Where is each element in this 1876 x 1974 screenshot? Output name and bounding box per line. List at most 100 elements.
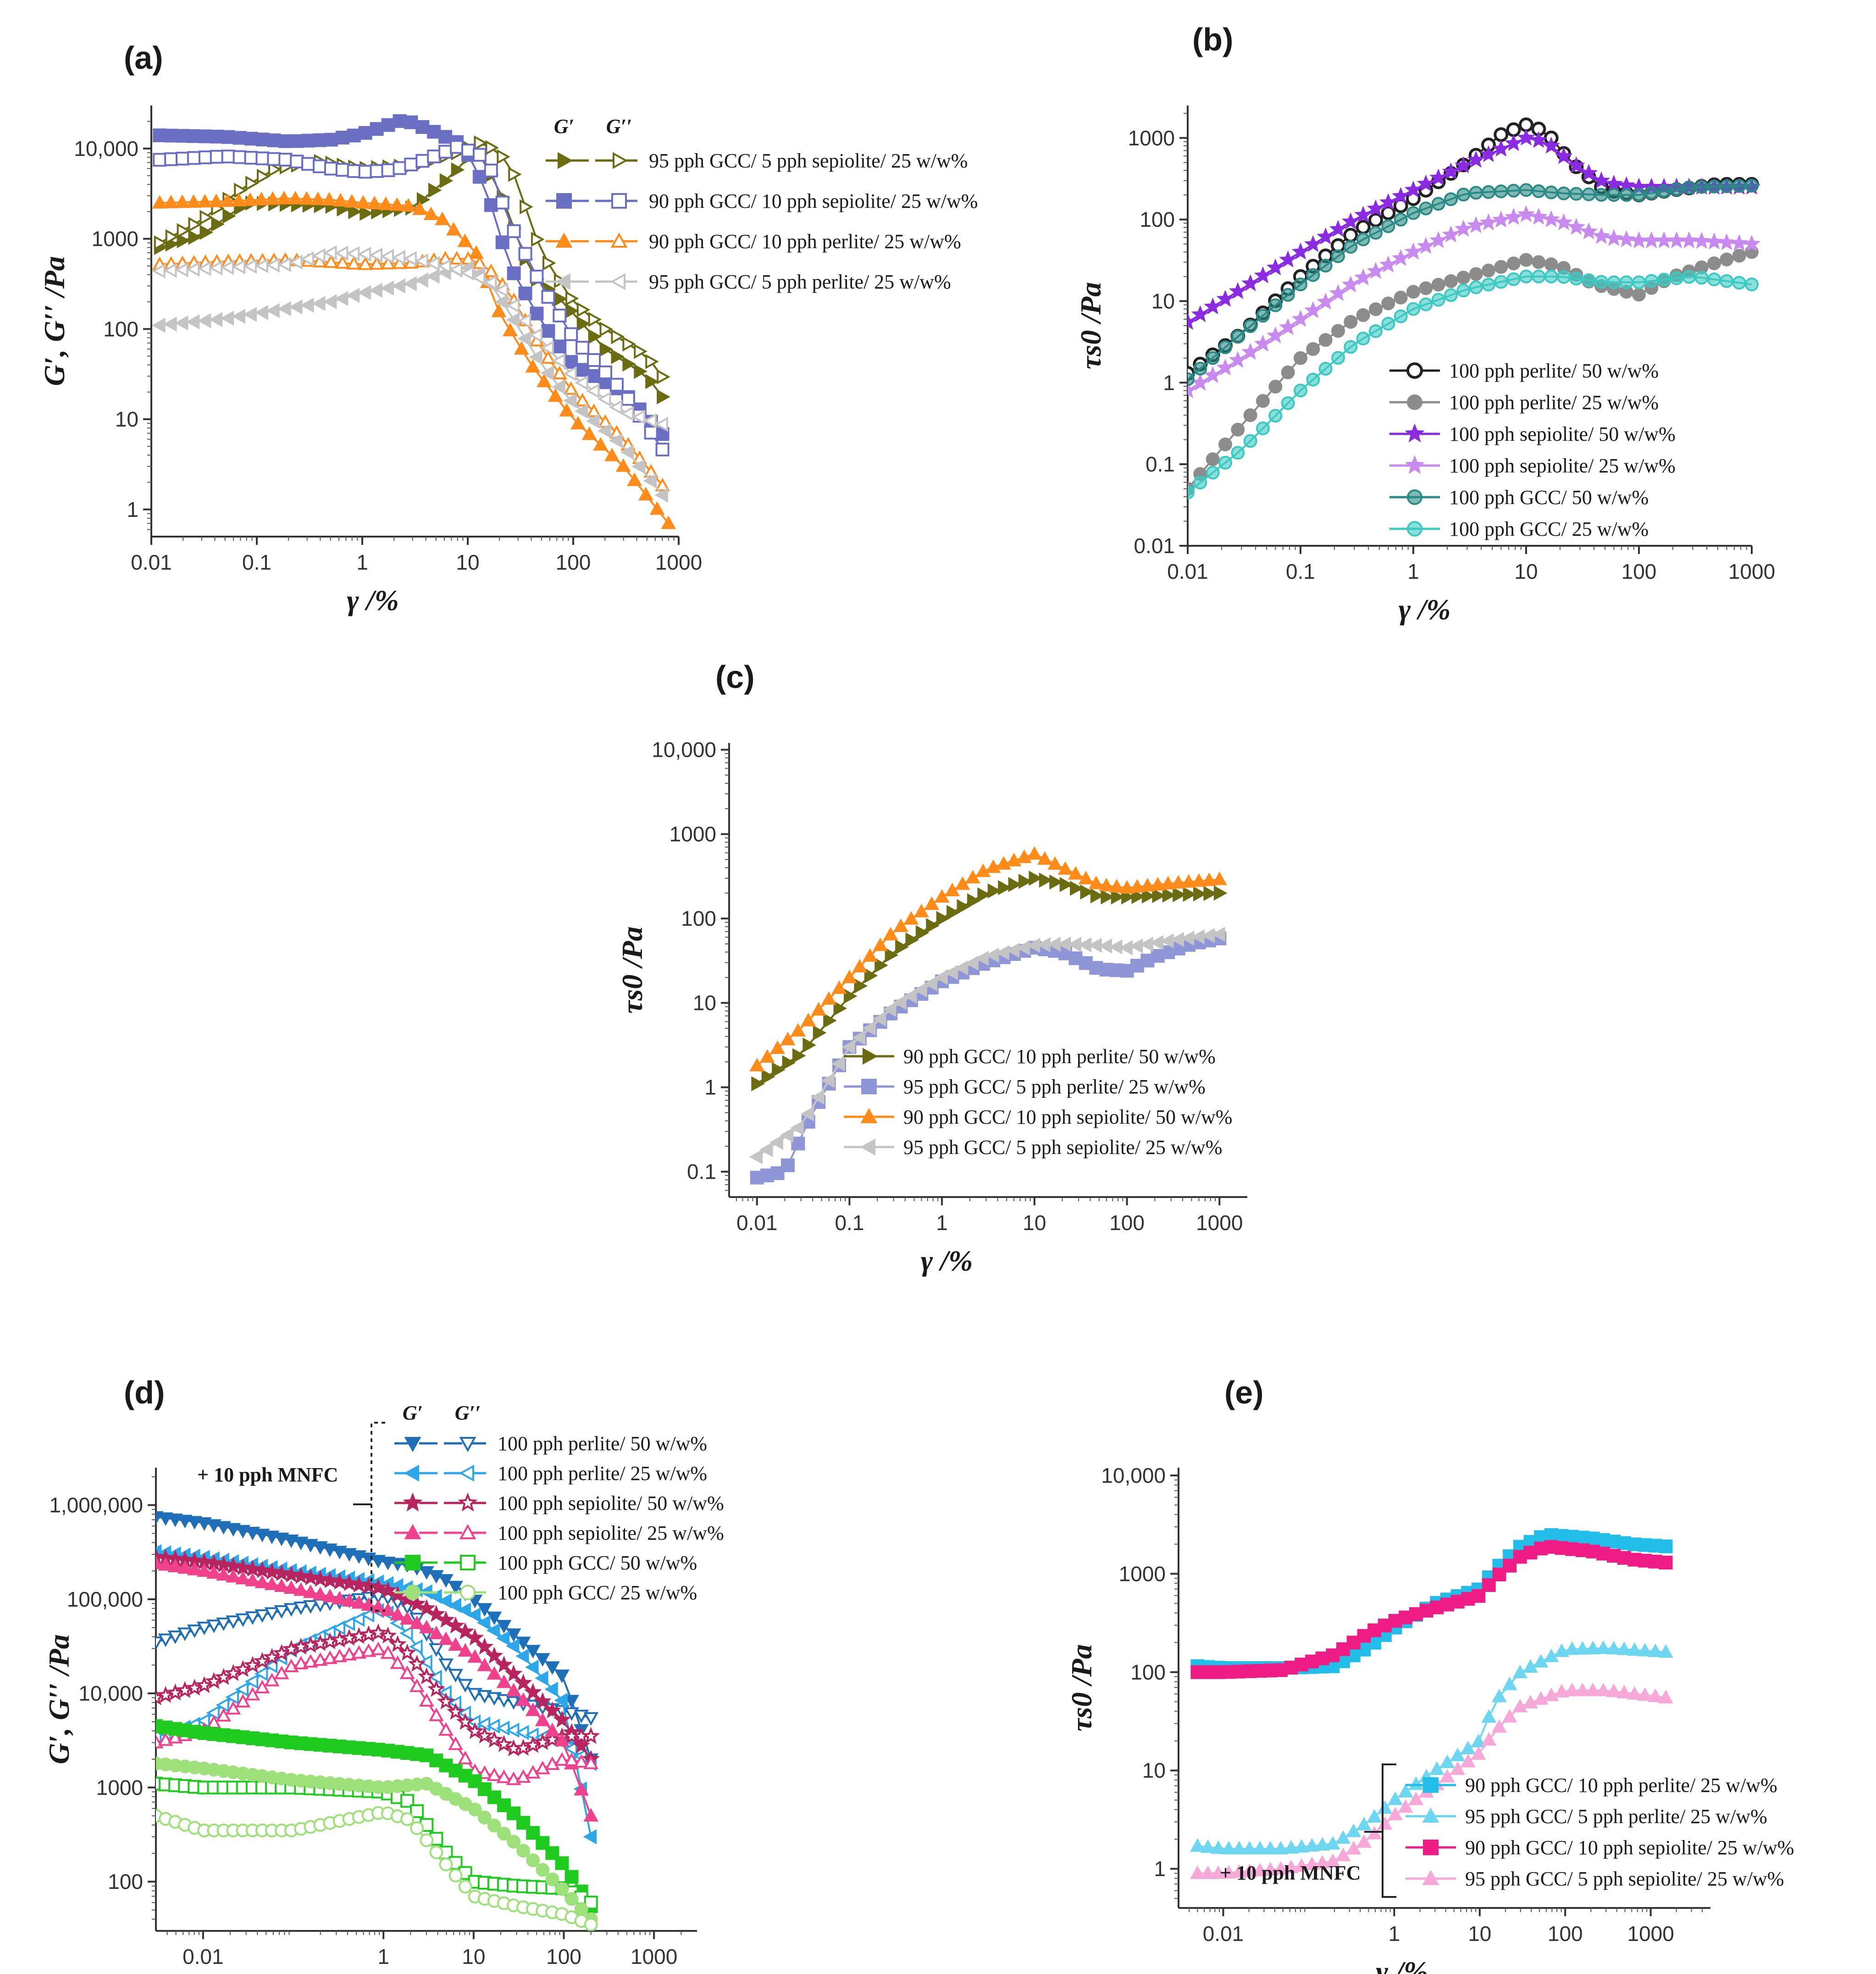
data-point [634,364,647,379]
data-point [852,959,868,973]
data-point [206,1619,221,1633]
data-point [1732,276,1746,290]
data-point [412,201,427,215]
data-point [780,1127,794,1143]
data-point [313,133,327,147]
data-point [324,133,338,147]
data-point [357,246,371,262]
data-point [245,1686,260,1701]
data-point [323,294,337,310]
data-point [620,406,634,421]
data-point [253,1561,271,1579]
data-point [965,955,979,971]
data-point [518,247,532,261]
data-point [458,1751,473,1764]
data-point [1544,1687,1559,1702]
data-point [417,1667,436,1685]
data-point [893,995,907,1010]
data-point [409,1639,423,1654]
data-point [292,1567,310,1584]
data-point [491,304,507,317]
data-point [404,157,418,172]
data-point [1016,940,1030,956]
data-point [198,129,212,144]
legend: 100 pph perlite/ 50 w/w% 100 pph perlite/… [1389,360,1676,540]
data-point [332,1648,347,1663]
data-point [1567,217,1585,235]
data-point [537,373,552,388]
data-point [1644,186,1659,200]
data-point [1408,1791,1424,1805]
data-point [564,1695,579,1708]
legend-label: 100 pph sepiolite/ 50 w/w% [498,1492,724,1514]
data-point [221,150,235,164]
data-point [152,317,166,333]
data-point [380,1557,396,1570]
data-point [494,282,509,298]
data-point [466,1628,484,1646]
data-point [1304,235,1322,252]
x-tick-label: 1000 [1196,1211,1243,1235]
legend-label: 100 pph GCC/ 50 w/w% [498,1552,697,1574]
data-point [243,192,258,206]
data-point [649,501,665,515]
data-point [801,1013,816,1026]
data-point [1404,180,1422,198]
data-point [205,1672,223,1689]
data-point [1580,164,1598,181]
data-point [311,1569,329,1587]
data-point [1268,298,1283,312]
data-point [1231,330,1245,344]
x-tick-label: 100 [546,1945,581,1968]
data-point [379,1626,397,1644]
data-point [554,1752,570,1766]
x-tick-label: 0.01 [183,1945,224,1968]
series-4 [152,245,668,503]
data-point [507,1835,521,1849]
data-point [572,1736,590,1754]
data-point [508,166,522,182]
data-point [1670,271,1683,285]
data-point [1419,201,1433,216]
data-point [1318,259,1333,273]
data-point [235,1694,251,1708]
data-point [515,1648,529,1664]
data-point [1325,1853,1340,1867]
data-point [1456,283,1471,298]
data-point [225,1690,239,1705]
data-point [854,978,868,994]
series-2 [153,114,670,457]
data-point [380,280,394,296]
data-point [342,1593,357,1607]
data-point [1318,333,1333,347]
data-point [533,1692,552,1709]
data-point [347,164,361,178]
data-point [1268,380,1283,394]
data-point [1252,1841,1267,1855]
data-point [542,255,556,271]
data-point [1173,887,1186,903]
data-point [1101,889,1114,905]
data-point [369,1623,387,1641]
data-point [496,1630,510,1646]
data-point [448,1597,461,1613]
data-point [209,194,224,207]
data-point [507,1806,521,1820]
data-point [1200,1865,1216,1879]
data-point [1218,438,1232,452]
data-point [361,1643,376,1657]
data-point [1707,272,1721,287]
data-point [457,233,473,247]
data-point [1356,220,1371,235]
data-point [529,349,542,365]
data-point [226,1701,241,1715]
data-point [622,356,636,372]
data-point [474,135,488,151]
data-point [1519,253,1533,267]
data-point [264,1607,280,1621]
data-point [593,437,609,451]
data-point [458,1679,473,1693]
data-point [1331,324,1345,338]
data-point [496,1694,512,1708]
data-point [643,473,657,488]
